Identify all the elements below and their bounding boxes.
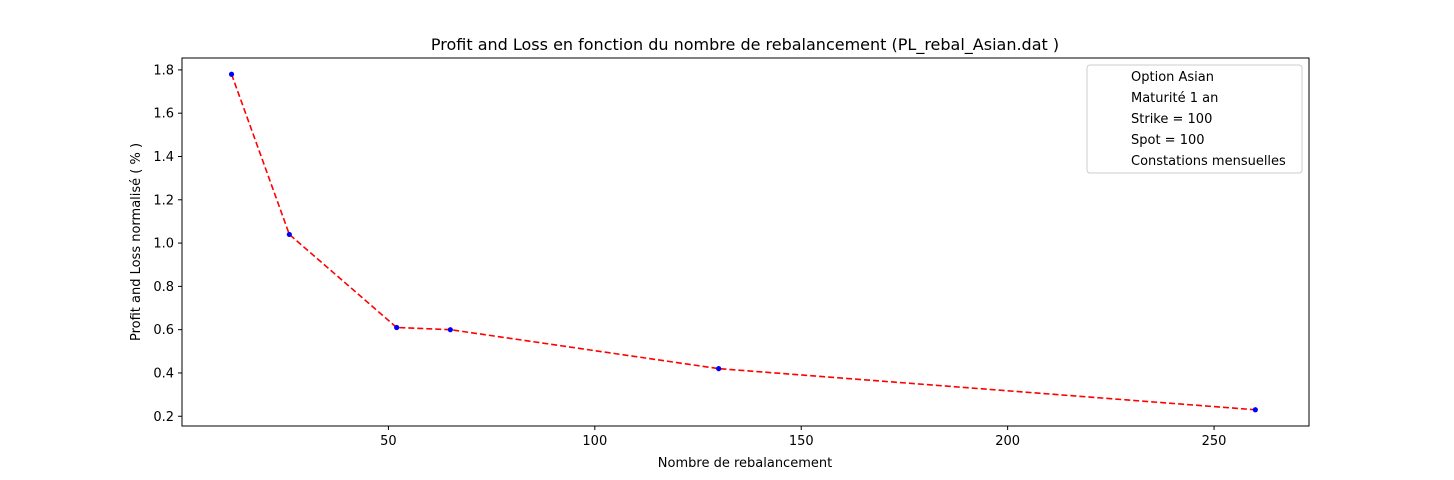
legend-entry-2: Strike = 100 bbox=[1131, 112, 1212, 127]
x-tick-label-4: 250 bbox=[1202, 434, 1227, 449]
legend-entry-0: Option Asian bbox=[1131, 70, 1214, 85]
x-tick-label-1: 100 bbox=[582, 434, 607, 449]
y-tick-label-6: 1.4 bbox=[153, 150, 174, 165]
legend: Option Asian Maturité 1 an Strike = 100 … bbox=[1086, 64, 1303, 174]
legend-entry-3: Spot = 100 bbox=[1131, 133, 1205, 148]
legend-box bbox=[1086, 64, 1303, 174]
y-axis: 0.2 0.4 0.6 0.8 1.0 1.2 1.4 1.6 1.8 bbox=[153, 63, 182, 425]
y-tick-label-7: 1.6 bbox=[153, 107, 174, 122]
y-tick-label-2: 0.6 bbox=[153, 323, 174, 338]
x-tick-label-0: 50 bbox=[380, 434, 397, 449]
y-tick-label-8: 1.8 bbox=[153, 63, 174, 78]
y-tick-label-0: 0.2 bbox=[153, 410, 174, 425]
data-point-1 bbox=[286, 231, 292, 238]
data-point-2 bbox=[394, 324, 400, 331]
x-tick-label-2: 150 bbox=[789, 434, 814, 449]
series-layer bbox=[228, 71, 1258, 413]
data-point-3 bbox=[447, 327, 453, 333]
y-axis-label: Profit and Loss normalisé ( % ) bbox=[129, 143, 144, 341]
legend-entry-4: Constations mensuelles bbox=[1131, 154, 1286, 169]
data-point-5 bbox=[1252, 407, 1258, 413]
x-axis-label: Nombre de rebalancement bbox=[658, 456, 832, 471]
x-axis: 50 100 150 200 250 bbox=[380, 426, 1226, 449]
chart-title: Profit and Loss en fonction du nombre de… bbox=[431, 35, 1059, 55]
x-tick-label-3: 200 bbox=[995, 434, 1020, 449]
legend-entry-1: Maturité 1 an bbox=[1131, 91, 1218, 106]
plot-area bbox=[181, 57, 1310, 427]
plot-frame bbox=[181, 57, 1310, 427]
y-tick-label-4: 1.0 bbox=[153, 237, 174, 252]
y-tick-label-1: 0.4 bbox=[153, 366, 174, 381]
y-tick-label-5: 1.2 bbox=[153, 193, 174, 208]
data-point-4 bbox=[716, 366, 722, 372]
data-point-0 bbox=[228, 71, 235, 77]
y-tick-label-3: 0.8 bbox=[153, 280, 174, 295]
